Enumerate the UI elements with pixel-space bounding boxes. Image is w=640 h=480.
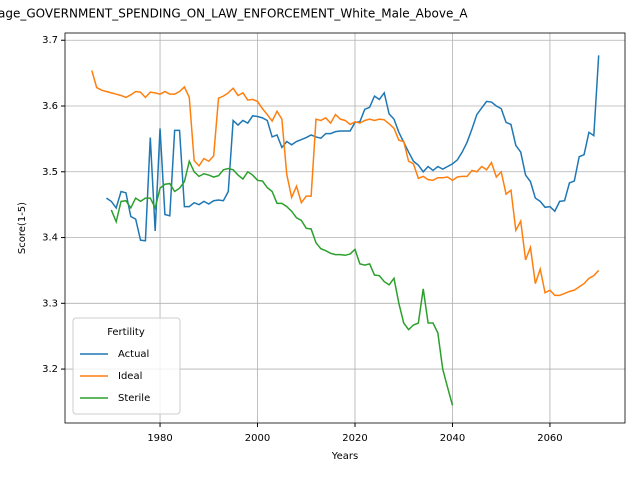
x-tick-label: 2040 (440, 433, 465, 444)
series-line (91, 70, 600, 297)
x-tick-label: 2000 (245, 433, 270, 444)
series-line (110, 158, 454, 406)
y-tick-label: 3.6 (42, 101, 58, 112)
x-tick-label: 2060 (537, 433, 562, 444)
chart-title: age_GOVERNMENT_SPENDING_ON_LAW_ENFORCEME… (0, 7, 468, 21)
y-tick-label: 3.4 (42, 233, 58, 244)
y-tick-label: 3.2 (42, 364, 58, 375)
axes-frame (64, 32, 626, 424)
y-tick-label: 3.3 (42, 298, 58, 309)
legend-label: Sterile (118, 393, 150, 404)
y-axis-label: Score(1-5) (17, 202, 28, 254)
x-tick-label: 1980 (147, 433, 172, 444)
legend-box (72, 317, 181, 415)
series-line (106, 55, 600, 242)
legend-label: Ideal (118, 371, 142, 382)
y-tick-label: 3.7 (42, 35, 58, 46)
x-tick-label: 2020 (342, 433, 367, 444)
legend-label: Actual (118, 349, 149, 360)
x-axis-label: Years (331, 451, 358, 462)
legend-title: Fertility (107, 327, 145, 338)
y-tick-label: 3.5 (42, 167, 58, 178)
